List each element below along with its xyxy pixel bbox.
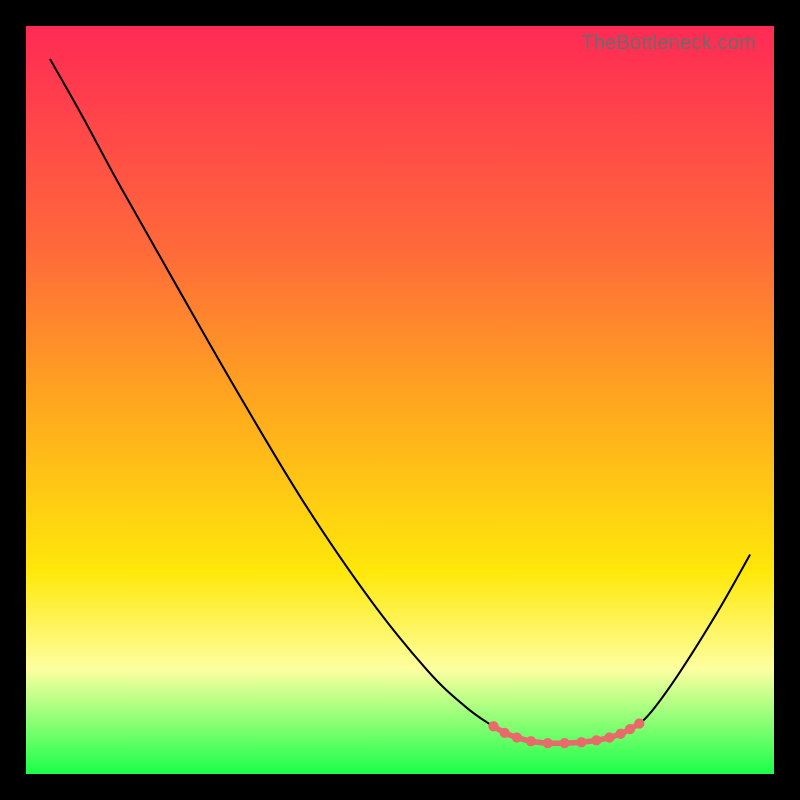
gradient-plot-area: TheBottleneck.com (26, 26, 774, 774)
trough-dot (576, 737, 586, 747)
trough-dot (616, 729, 626, 739)
trough-dot (591, 735, 601, 745)
trough-dot (625, 724, 635, 734)
trough-dot (512, 732, 522, 742)
trough-dot (500, 728, 510, 738)
trough-dot (526, 736, 536, 746)
trough-dot (488, 721, 498, 731)
trough-marker-group (488, 718, 644, 748)
trough-dot (543, 738, 553, 748)
chart-frame: TheBottleneck.com (0, 0, 800, 800)
trough-dot (634, 718, 644, 728)
bottleneck-curve (50, 60, 749, 744)
trough-dot (559, 738, 569, 748)
trough-dot (604, 732, 614, 742)
bottleneck-curve-chart (26, 26, 774, 774)
